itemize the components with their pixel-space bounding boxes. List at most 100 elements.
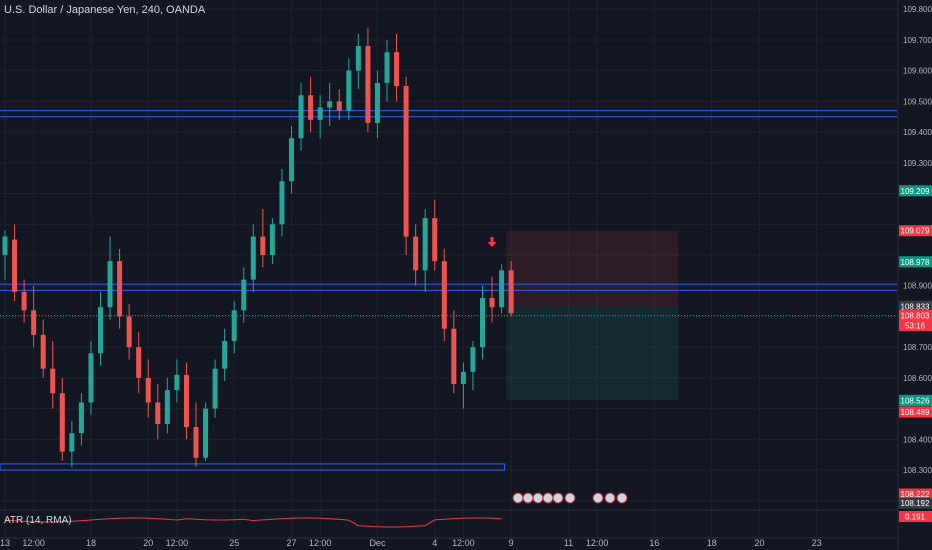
event-marker-icon[interactable] — [564, 492, 576, 504]
candle-body[interactable] — [107, 261, 113, 308]
candle-body[interactable] — [317, 107, 323, 120]
price-tick-label: 109.500 — [903, 97, 932, 106]
candle-body[interactable] — [499, 270, 505, 308]
candle-body[interactable] — [470, 347, 476, 372]
candle-body[interactable] — [374, 82, 380, 123]
candle-body[interactable] — [269, 224, 275, 255]
atr-line — [4, 517, 502, 528]
event-marker-icon[interactable] — [542, 492, 554, 504]
reward-zone[interactable] — [506, 306, 679, 401]
price-label: 53:16 — [905, 322, 926, 331]
candle-body[interactable] — [193, 427, 199, 458]
event-marker-icon[interactable] — [512, 492, 524, 504]
candle-body[interactable] — [88, 353, 94, 403]
candle-body[interactable] — [203, 408, 209, 458]
price-label: 109.079 — [901, 227, 930, 236]
event-marker-icon[interactable] — [604, 492, 616, 504]
candle-body[interactable] — [212, 368, 218, 409]
time-tick-label: 12:00 — [452, 538, 475, 548]
chart-title: U.S. Dollar / Japanese Yen, 240, OANDA — [4, 4, 206, 16]
price-label: 109.209 — [901, 187, 930, 196]
price-label-box — [899, 225, 932, 237]
candle-body[interactable] — [183, 374, 189, 428]
candle-body[interactable] — [2, 236, 8, 255]
candle-body[interactable] — [50, 368, 56, 394]
candle-body[interactable] — [126, 316, 132, 348]
candle-body[interactable] — [174, 374, 180, 391]
candle-body[interactable] — [155, 402, 161, 424]
candle-body[interactable] — [336, 101, 342, 111]
price-label-box — [899, 395, 932, 407]
candle-body[interactable] — [241, 279, 247, 311]
event-marker-icon[interactable] — [552, 492, 564, 504]
price-label: 108.489 — [901, 408, 930, 417]
candle-body[interactable] — [451, 328, 457, 385]
price-label-box — [899, 320, 932, 332]
candle-body[interactable] — [69, 433, 75, 452]
candle-body[interactable] — [394, 52, 400, 87]
candle-body[interactable] — [441, 261, 447, 329]
candle-body[interactable] — [164, 390, 170, 424]
candle-body[interactable] — [289, 138, 294, 182]
candle-body[interactable] — [136, 347, 142, 378]
candle-body[interactable] — [250, 236, 256, 280]
candle-body[interactable] — [489, 298, 495, 308]
candle-body[interactable] — [59, 393, 65, 452]
candle-body[interactable] — [346, 70, 352, 111]
candle-body[interactable] — [31, 310, 37, 335]
time-tick-label: Dec — [369, 538, 386, 548]
event-marker-icon[interactable] — [522, 492, 534, 504]
candle-body[interactable] — [365, 46, 371, 123]
risk-zone[interactable] — [506, 230, 679, 307]
price-tick-label: 109.700 — [903, 36, 932, 45]
candle-body[interactable] — [327, 101, 333, 108]
price-label: 108.833 — [901, 302, 930, 311]
candle-body[interactable] — [460, 371, 466, 385]
candle-body[interactable] — [78, 402, 84, 434]
price-label-box — [899, 406, 932, 418]
indicator-label: ATR (14, RMA) — [4, 515, 72, 526]
price-tick-label: 108.400 — [903, 435, 932, 444]
candle-body[interactable] — [260, 236, 266, 255]
price-label: 108.222 — [901, 490, 930, 499]
candle-body[interactable] — [117, 261, 123, 317]
candle-body[interactable] — [12, 239, 18, 292]
candle-body[interactable] — [40, 334, 46, 369]
time-tick-label: 12:00 — [166, 538, 189, 548]
candle-body[interactable] — [403, 86, 409, 237]
time-tick-label: 12:00 — [22, 538, 45, 548]
candle-body[interactable] — [298, 95, 304, 139]
candle-body[interactable] — [413, 236, 419, 271]
time-tick-label: 23 — [812, 538, 822, 548]
candle-body[interactable] — [98, 307, 103, 354]
candle-body[interactable] — [279, 181, 285, 225]
candle-body[interactable] — [145, 377, 151, 403]
price-label-box — [899, 300, 932, 312]
candle-body[interactable] — [355, 46, 361, 71]
time-tick-label: 25 — [229, 538, 239, 548]
candle-body[interactable] — [508, 270, 514, 314]
price-tick-label: 108.700 — [903, 343, 932, 352]
price-label-box — [899, 185, 932, 197]
price-label-box — [899, 310, 932, 322]
candle-body[interactable] — [308, 95, 314, 120]
candle-body[interactable] — [384, 52, 390, 83]
candle-body[interactable] — [432, 218, 438, 262]
atr-value-label: 0.191 — [905, 513, 926, 522]
price-axis[interactable] — [898, 0, 932, 550]
time-tick-label: 18 — [707, 538, 717, 548]
candle-body[interactable] — [231, 310, 237, 342]
support-zone-box[interactable] — [0, 463, 505, 471]
time-tick-label: 16 — [649, 538, 659, 548]
time-tick-label: 20 — [754, 538, 764, 548]
event-marker-icon[interactable] — [532, 492, 544, 504]
time-tick-label: 12:00 — [309, 538, 332, 548]
candle-body[interactable] — [480, 298, 485, 348]
event-marker-icon[interactable] — [616, 492, 628, 504]
candle-body[interactable] — [222, 341, 228, 369]
candle-body[interactable] — [21, 291, 27, 311]
candle-body[interactable] — [422, 218, 428, 271]
time-tick-label: 20 — [143, 538, 153, 548]
event-marker-icon[interactable] — [592, 492, 604, 504]
